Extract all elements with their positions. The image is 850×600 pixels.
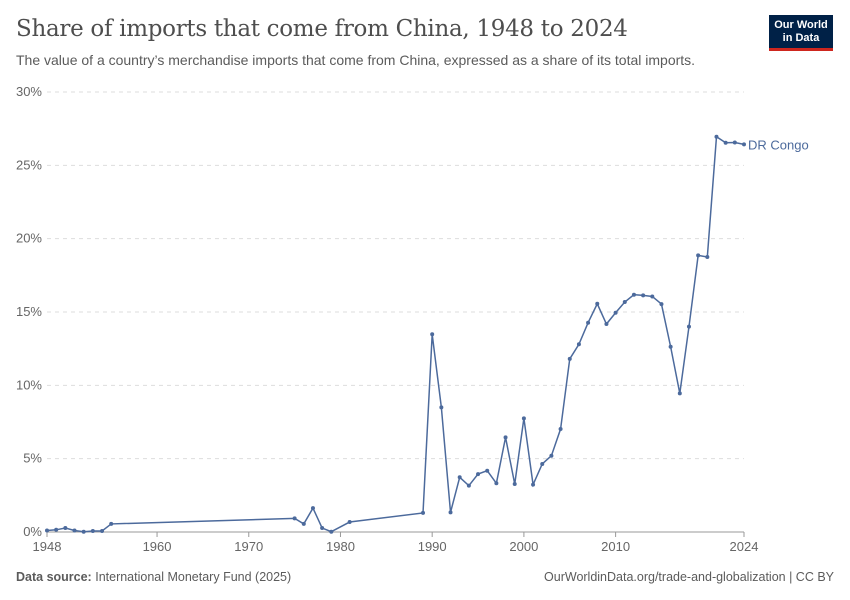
x-tick-label: 1970 <box>234 539 263 554</box>
y-tick-label: 10% <box>16 377 42 392</box>
data-point <box>531 482 536 487</box>
data-source: Data source: International Monetary Fund… <box>16 570 291 584</box>
x-tick-label: 2000 <box>509 539 538 554</box>
data-point <box>613 310 618 315</box>
data-point <box>466 483 471 488</box>
y-tick-label: 0% <box>23 524 42 539</box>
data-point <box>714 134 719 139</box>
data-point <box>90 528 95 533</box>
data-point <box>540 461 545 466</box>
data-source-label: Data source: <box>16 570 92 584</box>
data-point <box>301 521 306 526</box>
data-point <box>742 142 746 147</box>
data-point <box>421 510 426 515</box>
data-point <box>631 292 636 297</box>
data-point <box>677 391 682 396</box>
data-point <box>503 435 508 440</box>
data-point <box>512 482 517 487</box>
data-point <box>448 510 453 515</box>
data-point <box>485 468 490 473</box>
data-point <box>430 332 435 337</box>
data-point <box>705 255 710 259</box>
data-point <box>494 481 499 486</box>
data-point <box>622 300 627 305</box>
x-tick-label: 2010 <box>601 539 630 554</box>
data-point <box>558 427 563 432</box>
data-point <box>54 527 59 532</box>
data-point <box>595 301 600 306</box>
data-point <box>696 253 701 258</box>
data-point <box>586 320 591 325</box>
data-point <box>81 529 86 534</box>
line-chart: 0% 5% 10% 15% 20% 25% 30% 1948 1960 1970 1980 1990 2… <box>16 84 809 554</box>
data-point <box>567 356 572 361</box>
y-tick-label: 15% <box>16 304 42 319</box>
data-point <box>72 528 77 533</box>
data-point <box>320 526 325 531</box>
data-point <box>641 293 646 298</box>
series-line <box>46 135 745 533</box>
data-point <box>521 416 526 421</box>
data-point <box>723 140 728 145</box>
data-point <box>686 324 691 329</box>
data-point <box>347 520 352 525</box>
series-label[interactable]: DR Congo <box>748 137 809 152</box>
y-tick-label: 5% <box>23 451 42 466</box>
data-point <box>45 528 49 533</box>
data-point <box>292 516 297 521</box>
data-point <box>732 140 737 145</box>
data-point <box>457 475 462 480</box>
x-tick-label: 1960 <box>143 539 172 554</box>
y-tick-label: 25% <box>16 157 42 172</box>
data-point <box>659 302 664 307</box>
data-point <box>668 344 673 349</box>
data-point <box>100 528 105 533</box>
data-point <box>604 322 609 327</box>
data-source-link[interactable]: International Monetary Fund (2025) <box>95 570 292 584</box>
chart-title: Share of imports that come from China, 1… <box>16 16 628 42</box>
x-tick-label: 1980 <box>326 539 355 554</box>
x-tick-label: 1990 <box>418 539 447 554</box>
data-point <box>650 294 655 299</box>
data-point <box>476 472 481 477</box>
data-point <box>439 405 444 410</box>
footer-license[interactable]: OurWorldinData.org/trade-and-globalizati… <box>544 570 834 584</box>
x-tick-label: 2024 <box>730 539 759 554</box>
data-point <box>109 521 114 526</box>
data-point <box>576 342 581 347</box>
data-point <box>63 526 68 531</box>
data-point <box>310 506 315 511</box>
data-point <box>329 529 334 534</box>
y-tick-label: 20% <box>16 231 42 246</box>
x-tick-label: 1948 <box>33 539 62 554</box>
data-point <box>549 453 554 458</box>
y-tick-label: 30% <box>16 84 42 99</box>
owid-logo[interactable]: Our World in Data <box>769 15 833 51</box>
chart-subtitle: The value of a country’s merchandise imp… <box>16 52 696 68</box>
